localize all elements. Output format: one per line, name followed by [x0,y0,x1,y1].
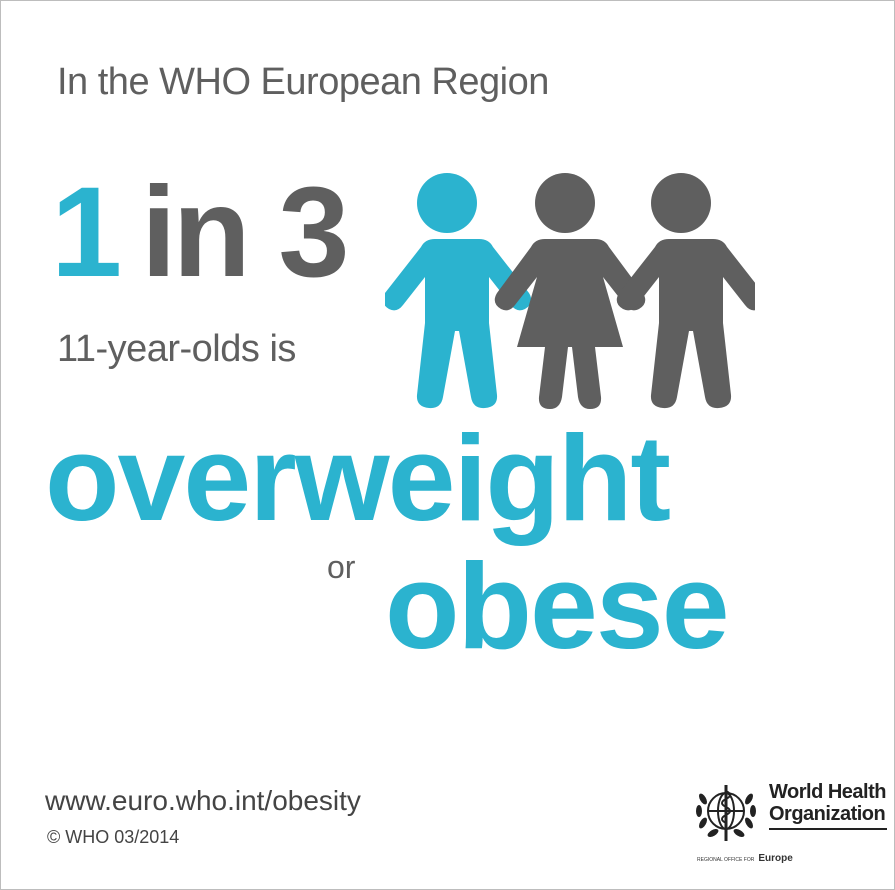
who-name-line2: Organization [769,803,886,825]
wordmark-rule [769,828,887,830]
copyright-notice: © WHO 03/2014 [47,827,180,847]
children-figures [385,173,755,409]
region-name: Europe [758,853,793,864]
stat-numerator: 1 [51,161,122,304]
stat-denominator: in 3 [141,161,349,304]
outcome-obese: obese [385,538,730,674]
region-prefix: REGIONAL OFFICE FOR [697,857,755,863]
child-figure-icon [385,173,532,409]
source-link[interactable]: www.euro.who.int/obesity [45,785,361,816]
who-region-label: REGIONAL OFFICE FOR Europe [697,853,793,864]
stat-subject: 11-year-olds is [57,328,296,370]
who-wordmark: World Health Organization [769,781,887,830]
region-heading: In the WHO European Region [57,61,549,103]
outcome-overweight: overweight [45,410,671,546]
who-emblem-icon [696,785,756,841]
who-logo: World Health Organization REGIONAL OFFIC… [691,777,891,877]
outcome-connector: or [327,549,356,585]
who-name-line1: World Health [769,781,886,803]
girl-figure-icon [494,173,646,409]
child-figure-icon [616,173,755,409]
